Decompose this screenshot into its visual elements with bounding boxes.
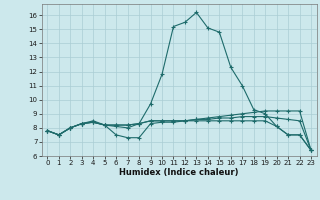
X-axis label: Humidex (Indice chaleur): Humidex (Indice chaleur) xyxy=(119,168,239,177)
